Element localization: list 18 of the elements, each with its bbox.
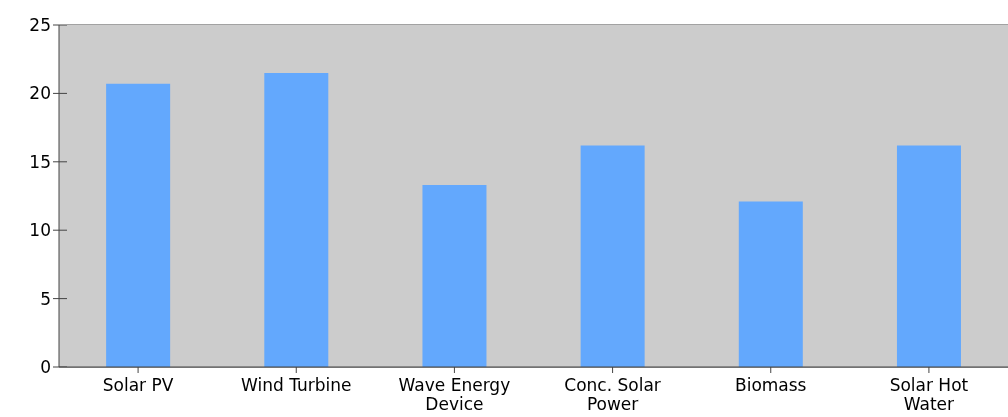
bar xyxy=(106,83,171,367)
x-tick-label: Wind Turbine xyxy=(241,375,352,395)
x-tick-label: Solar Hot Water xyxy=(889,375,969,414)
y-tick-label: 0 xyxy=(40,357,51,378)
x-tick-label: Wave Energy Device xyxy=(398,375,511,414)
y-tick-label: 10 xyxy=(29,220,51,241)
y-tick-label: 15 xyxy=(29,151,51,172)
y-tick-label: 20 xyxy=(29,83,51,104)
bar xyxy=(580,145,645,367)
bar xyxy=(738,201,803,367)
bar xyxy=(896,145,961,367)
bar xyxy=(422,185,487,367)
y-tick-label: 25 xyxy=(29,15,51,36)
x-tick-label: Solar PV xyxy=(102,375,174,395)
x-tick-label: Conc. Solar Power xyxy=(564,375,661,414)
bar xyxy=(264,72,329,367)
y-tick-label: 5 xyxy=(40,288,51,309)
x-tick-label: Biomass xyxy=(735,375,807,395)
